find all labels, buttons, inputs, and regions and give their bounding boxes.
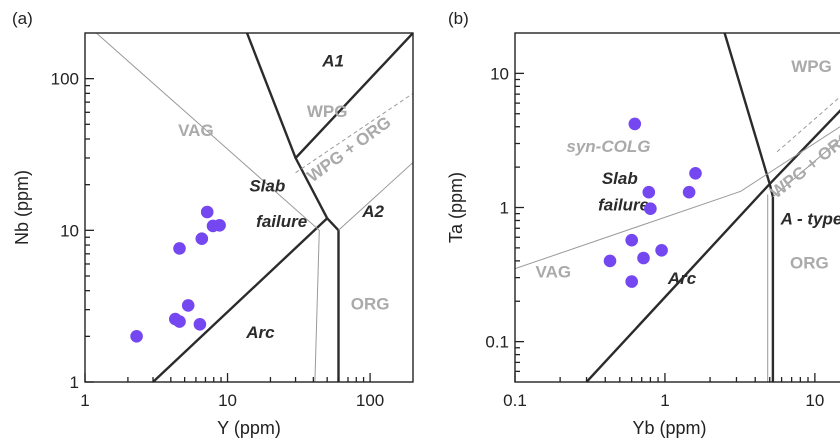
data-point: [603, 254, 617, 268]
field-label: WPG + ORG: [304, 113, 395, 186]
field-boundary-line: [326, 217, 340, 382]
field-label: WPG + ORG: [767, 126, 840, 202]
panel-label-a: (a): [12, 9, 33, 28]
x-tick-label: 10: [805, 391, 824, 410]
data-point: [625, 275, 638, 288]
data-point: [637, 251, 650, 265]
panel-a-chart: (a) A1 WPG VAG WPG + ORG Slab failure A2 ORG Arc 1…: [12, 9, 414, 438]
field-label: syn-COLG: [566, 137, 650, 156]
data-point: [644, 202, 657, 215]
field-boundary-line: [772, 138, 840, 198]
x-tick-label: 1: [660, 391, 669, 410]
field-boundary-line: [723, 33, 771, 185]
data-point: [181, 299, 195, 312]
field-boundary-line: [585, 183, 771, 382]
field-label: A - type: [780, 209, 840, 228]
field-label: WPG: [307, 102, 348, 121]
field-label: failure: [598, 196, 649, 215]
y-axis-title: Ta (ppm): [446, 172, 466, 243]
data-point: [655, 244, 668, 257]
field-boundary-line: [768, 183, 775, 382]
data-point: [682, 185, 696, 199]
field-label: A1: [321, 52, 344, 71]
field-label: failure: [256, 212, 307, 231]
y-tick-label: 1: [500, 199, 509, 218]
field-boundary-line: [245, 33, 297, 159]
field-label: A2: [361, 202, 384, 221]
data-point: [625, 233, 638, 247]
panel-b-chart: (b) WPG syn-COLG WPG + ORG Slab failure A - ty…: [446, 9, 840, 438]
y-axis-title: Nb (ppm): [12, 170, 32, 245]
y-tick-label: 10: [60, 221, 79, 240]
field-label: ORG: [790, 254, 829, 273]
field-boundary-line: [295, 92, 413, 174]
data-point: [689, 167, 702, 180]
field-label: Arc: [245, 323, 275, 342]
y-tick-label: 10: [490, 64, 509, 83]
x-tick-label: 10: [218, 391, 237, 410]
data-point: [200, 205, 214, 219]
x-tick-label: 100: [356, 391, 384, 410]
field-label: Slab: [602, 169, 638, 188]
field-label: VAG: [536, 263, 572, 282]
y-tick-label: 1: [70, 373, 79, 392]
field-label: ORG: [351, 295, 390, 314]
x-tick-label: 0.1: [503, 391, 527, 410]
plot-frame: [84, 32, 414, 383]
field-boundary-line: [294, 33, 413, 219]
field-label: Arc: [667, 269, 697, 288]
field-boundary-line: [768, 109, 840, 185]
y-tick-label: 100: [51, 70, 79, 89]
y-tick-label: 0.1: [485, 333, 509, 352]
data-point: [193, 318, 207, 331]
x-axis-title: Yb (ppm): [632, 418, 706, 438]
data-point: [195, 232, 209, 245]
data-point: [642, 185, 656, 199]
field-boundary-line: [152, 217, 329, 382]
data-point: [628, 117, 642, 131]
data-point: [173, 242, 186, 255]
data-point: [173, 315, 186, 328]
field-label: Slab: [249, 177, 285, 196]
x-tick-label: 1: [80, 391, 89, 410]
field-label: WPG: [791, 57, 832, 76]
field-boundary-line: [515, 126, 840, 270]
panel-label-b: (b): [448, 9, 469, 28]
data-point: [130, 330, 143, 343]
field-boundary-line: [338, 162, 413, 231]
field-boundary-line: [95, 33, 320, 382]
data-point: [213, 219, 226, 232]
field-label: VAG: [178, 121, 214, 140]
plot-frame: [514, 32, 840, 383]
x-axis-title: Y (ppm): [217, 418, 281, 438]
